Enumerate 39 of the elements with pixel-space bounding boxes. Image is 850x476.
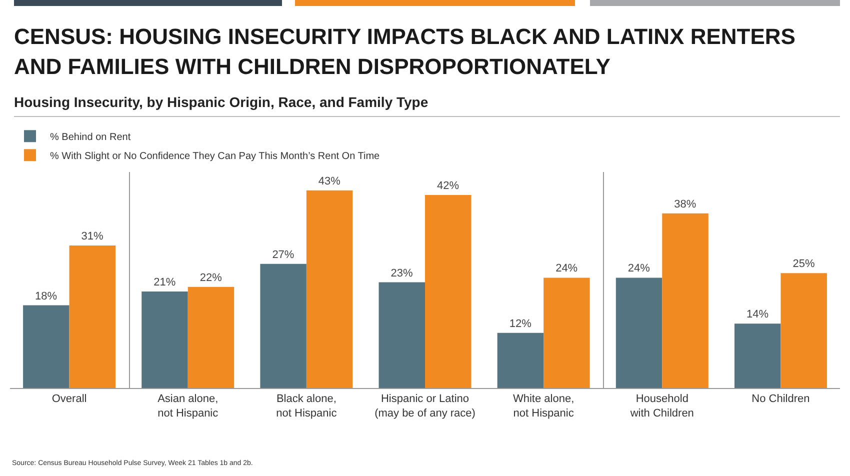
bar — [425, 195, 472, 388]
chart-title: CENSUS: HOUSING INSECURITY IMPACTS BLACK AND LATINX RENTERS AND FAMILIES WITH CHILDREN DISPROPORTIONATELY — [14, 23, 796, 81]
data-label: 21% — [154, 276, 176, 288]
bar — [306, 190, 353, 388]
bar — [544, 278, 590, 388]
data-label: 18% — [35, 290, 58, 302]
legend-label: % With Slight or No Confidence They Can Pay This Month’s Rent On Time — [50, 151, 380, 162]
data-label: 14% — [746, 308, 769, 321]
bar — [780, 273, 827, 388]
data-label: 42% — [437, 180, 460, 192]
data-label: 22% — [200, 272, 222, 284]
data-label: 38% — [674, 198, 696, 210]
bar — [188, 286, 234, 388]
data-label: 12% — [509, 318, 532, 330]
legend-label: % Behind on Rent — [50, 132, 131, 143]
bar — [662, 213, 708, 388]
x-tick-label: Overall — [52, 393, 87, 406]
bar — [734, 324, 781, 388]
x-tick-label: Household with Children — [629, 393, 694, 420]
data-label: 27% — [272, 248, 294, 261]
x-tick-label: No Children — [752, 393, 810, 406]
x-tick-label: White alone, not Hispanic — [512, 393, 574, 420]
bar — [378, 282, 425, 388]
data-label: 24% — [556, 262, 578, 275]
bar — [616, 278, 662, 388]
data-label: 23% — [390, 267, 413, 280]
x-tick-label: Black alone, not Hispanic — [276, 393, 338, 420]
bar — [69, 246, 116, 388]
data-label: 25% — [792, 258, 815, 270]
bar — [260, 264, 306, 388]
bar — [497, 332, 544, 388]
bar — [23, 305, 70, 388]
chart-subtitle: Housing Insecurity, by Hispanic Origin, Race, and Family Type — [14, 94, 428, 110]
data-label: 31% — [81, 230, 104, 243]
data-label: 43% — [318, 175, 341, 188]
x-tick-label: Hispanic or Latino (may be of any race) — [374, 393, 476, 420]
data-label: 24% — [628, 262, 650, 275]
x-tick-label: Asian alone, not Hispanic — [158, 393, 219, 420]
bar — [142, 292, 188, 388]
